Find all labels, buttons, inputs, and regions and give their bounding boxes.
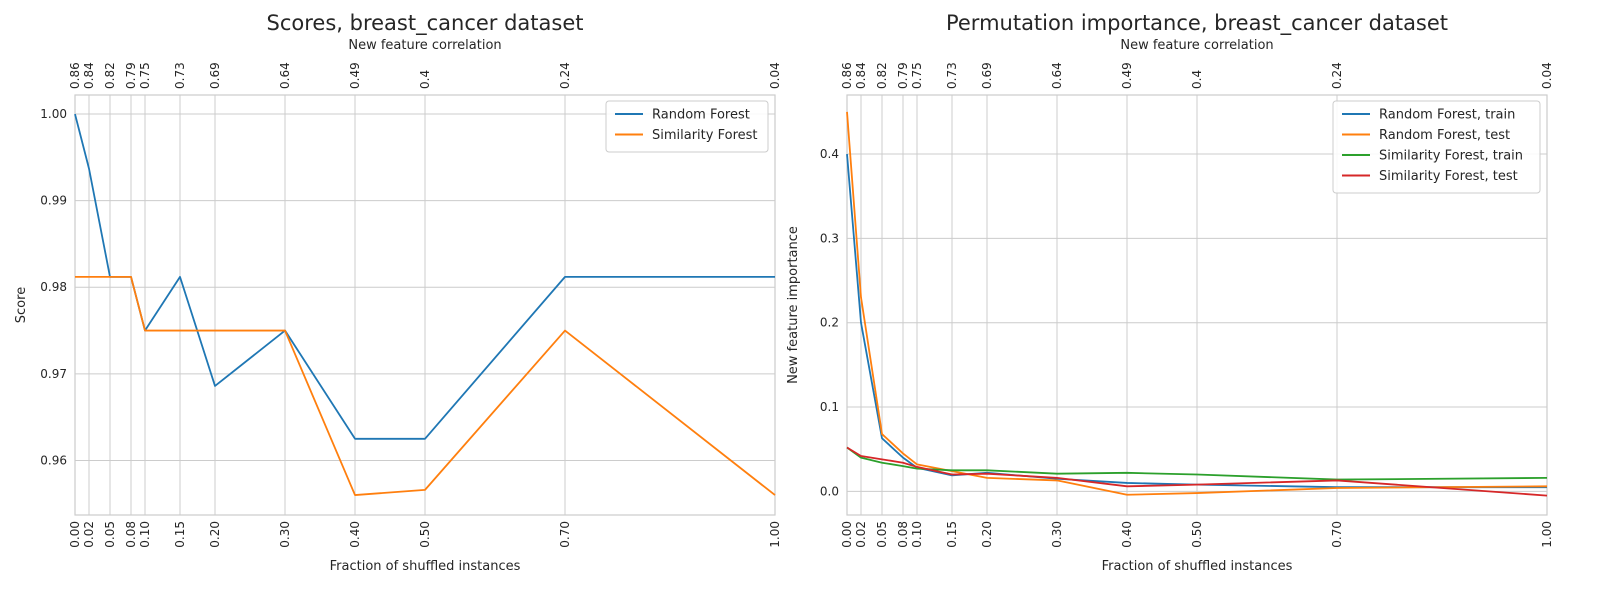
importance-top-tick-label: 0.86 — [840, 62, 854, 89]
importance-top-tick-label: 0.4 — [1190, 70, 1204, 89]
scores-legend-label: Similarity Forest — [652, 128, 758, 143]
importance-y-tick-label: 0.3 — [820, 231, 839, 245]
scores-x-tick-label: 0.08 — [124, 521, 138, 548]
scores-top-tick-label: 0.86 — [68, 62, 82, 89]
importance-top-axis-label: New feature correlation — [1120, 38, 1273, 53]
scores-legend-box — [605, 100, 769, 153]
scores-top-tick-label: 0.75 — [138, 62, 152, 89]
scores-top-tick-label: 0.79 — [124, 62, 138, 89]
importance-series-line-3 — [846, 446, 1548, 497]
scores-top-tick-label: 0.73 — [173, 62, 187, 89]
importance-x-tick-label: 0.00 — [840, 521, 854, 548]
importance-y-tick-label: 0.4 — [820, 147, 839, 161]
scores-top-tick-label: 0.82 — [103, 62, 117, 89]
importance-x-tick-label: 0.08 — [896, 521, 910, 548]
importance-top-tick-label: 0.73 — [945, 62, 959, 89]
scores-top-tick-label: 0.24 — [558, 62, 572, 89]
scores-plot-frame — [74, 94, 776, 516]
importance-x-tick-label: 0.15 — [945, 521, 959, 548]
scores-series-line-1 — [75, 275, 776, 496]
scores-x-tick-label: 0.15 — [173, 521, 187, 548]
scores-x-tick-label: 0.50 — [418, 521, 432, 548]
importance-x-tick-label: 0.70 — [1330, 521, 1344, 548]
scores-top-tick-label: 0.4 — [418, 70, 432, 89]
scores-top-tick-label: 0.04 — [768, 62, 782, 89]
importance-top-tick-label: 0.79 — [896, 62, 910, 89]
importance-top-tick-label: 0.49 — [1120, 62, 1134, 89]
importance-legend-label: Random Forest, test — [1379, 128, 1510, 143]
importance-x-tick-label: 0.10 — [910, 521, 924, 548]
importance-x-tick-label: 0.02 — [854, 521, 868, 548]
importance-plot-frame — [846, 94, 1548, 516]
importance-legend-label: Random Forest, train — [1379, 108, 1515, 123]
scores-x-tick-label: 0.40 — [348, 521, 362, 548]
scores-y-tick-label: 0.99 — [40, 194, 67, 208]
scores-top-tick-label: 0.49 — [348, 62, 362, 89]
scores-x-axis-label: Fraction of shuffled instances — [330, 559, 521, 574]
scores-y-tick-label: 0.97 — [40, 367, 67, 381]
importance-top-tick-label: 0.24 — [1330, 62, 1344, 89]
scores-x-tick-label: 0.70 — [558, 521, 572, 548]
scores-legend-label: Random Forest — [652, 108, 750, 123]
scores-top-tick-label: 0.69 — [208, 62, 222, 89]
scores-chart-title: Scores, breast_cancer dataset — [267, 11, 584, 36]
scores-y-tick-label: 1.00 — [40, 107, 67, 121]
scores-x-tick-label: 0.00 — [68, 521, 82, 548]
scores-x-tick-label: 0.05 — [103, 521, 117, 548]
importance-x-tick-label: 0.40 — [1120, 521, 1134, 548]
importance-top-tick-label: 0.75 — [910, 62, 924, 89]
importance-legend: Random Forest, train Random Forest, test S… — [1332, 100, 1541, 194]
importance-top-tick-label: 0.69 — [980, 62, 994, 89]
importance-x-tick-label: 1.00 — [1540, 521, 1554, 548]
importance-legend-label: Similarity Forest, test — [1379, 169, 1518, 184]
importance-legend-box — [1332, 100, 1541, 194]
scores-top-tick-label: 0.84 — [82, 62, 96, 89]
scores-top-tick-label: 0.64 — [278, 62, 292, 89]
scores-y-tick-label: 0.98 — [40, 280, 67, 294]
scores-x-tick-label: 0.02 — [82, 521, 96, 548]
importance-y-axis-label: New feature importance — [786, 226, 801, 384]
importance-legend-label: Similarity Forest, train — [1379, 149, 1523, 164]
importance-top-tick-label: 0.84 — [854, 62, 868, 89]
importance-x-axis-label: Fraction of shuffled instances — [1102, 559, 1293, 574]
importance-top-tick-label: 0.82 — [875, 62, 889, 89]
importance-chart-title: Permutation importance, breast_cancer da… — [946, 11, 1448, 36]
importance-top-tick-label: 0.04 — [1540, 62, 1554, 89]
scores-y-tick-label: 0.96 — [40, 453, 67, 467]
scores-y-axis-label: Score — [14, 287, 29, 323]
scores-x-tick-label: 0.10 — [138, 521, 152, 548]
importance-x-tick-label: 0.50 — [1190, 521, 1204, 548]
importance-y-tick-label: 0.1 — [820, 400, 839, 414]
scores-chart: 0.96 0.97 0.98 0.99 1.00 0.00 0.02 0.05 0.08 0.10… — [14, 11, 782, 574]
importance-x-tick-label: 0.05 — [875, 521, 889, 548]
importance-y-tick-label: 0.0 — [820, 484, 839, 498]
importance-y-tick-label: 0.2 — [820, 316, 839, 330]
permutation-importance-chart: 0.0 0.1 0.2 0.3 0.4 0.00 0.02 0.05 0.08 0.10 0.15 0… — [786, 11, 1554, 574]
importance-x-tick-label: 0.20 — [980, 521, 994, 548]
importance-x-tick-label: 0.30 — [1050, 521, 1064, 548]
importance-top-tick-label: 0.64 — [1050, 62, 1064, 89]
scores-legend: Random Forest Similarity Forest — [605, 100, 769, 153]
scores-x-tick-label: 0.30 — [278, 521, 292, 548]
scores-x-tick-label: 1.00 — [768, 521, 782, 548]
importance-series-line-2 — [846, 446, 1548, 481]
scores-x-tick-label: 0.20 — [208, 521, 222, 548]
scores-top-axis-label: New feature correlation — [348, 38, 501, 53]
